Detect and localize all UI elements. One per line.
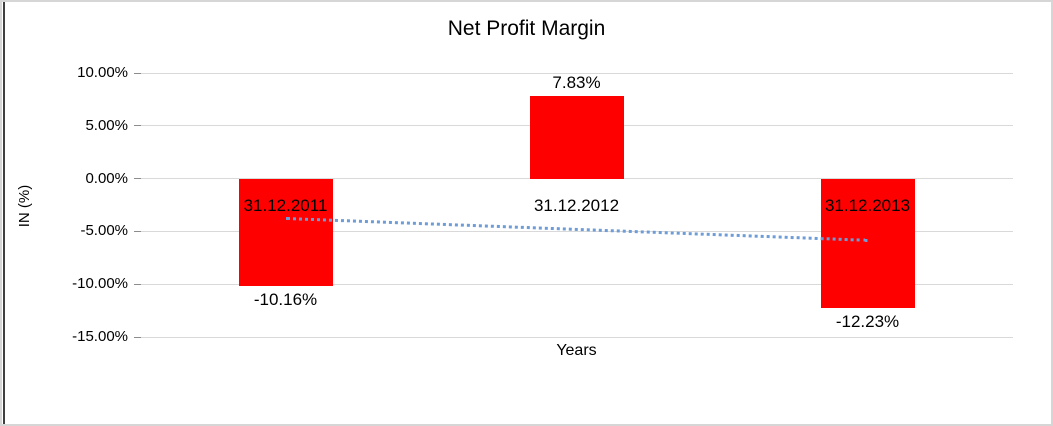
y-axis-tick <box>134 230 141 232</box>
gridline <box>140 336 1013 338</box>
category-label: 31.12.2012 <box>533 195 620 215</box>
category-label: 31.12.2011 <box>243 195 328 215</box>
y-tick-label: -5.00% <box>80 222 128 240</box>
gridline <box>140 178 1013 180</box>
data-label: -12.23% <box>835 311 900 331</box>
left-edge-line <box>3 2 5 424</box>
y-tick-label: 5.00% <box>85 116 128 134</box>
bar-31.12.2011 <box>238 178 333 286</box>
data-label: -10.16% <box>253 289 318 309</box>
x-axis-title: Years <box>556 342 597 359</box>
chart-title: Net Profit Margin <box>447 17 606 40</box>
y-axis-tick <box>134 336 141 338</box>
y-tick-label: 0.00% <box>85 169 128 187</box>
y-axis-tick <box>134 178 141 180</box>
bar-31.12.2012 <box>529 95 624 179</box>
category-label: 31.12.2013 <box>824 195 911 215</box>
y-tick-label: -15.00% <box>72 328 128 345</box>
gridline <box>140 72 1013 74</box>
y-axis-tick <box>134 125 141 127</box>
y-tick-label: -10.00% <box>72 275 128 293</box>
gridline <box>140 283 1013 285</box>
y-tick-label: 10.00% <box>77 64 128 81</box>
gridline <box>140 230 1013 232</box>
data-label: 7.83% <box>552 72 601 92</box>
y-axis-tick <box>134 283 141 285</box>
bar-31.12.2013 <box>820 178 915 308</box>
y-axis-tick <box>134 72 141 74</box>
